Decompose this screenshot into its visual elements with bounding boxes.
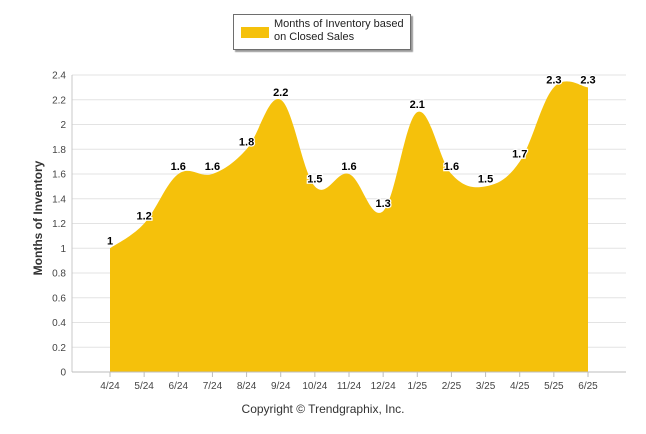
x-tick-label: 6/24 [169,381,189,392]
data-label: 1.8 [239,136,254,148]
data-label: 1.5 [478,173,493,185]
x-tick-label: 9/24 [271,381,291,392]
y-tick-label: 1 [60,244,66,255]
y-tick-label: 0 [60,368,66,379]
data-label: 2.1 [410,99,425,111]
x-tick-label: 4/24 [100,381,120,392]
y-tick-label: 1.6 [52,170,66,181]
y-tick-label: 2.2 [52,95,66,106]
y-tick-label: 2 [60,120,66,131]
legend-label: Months of Inventory based on Closed Sale… [274,18,404,43]
x-tick-label: 5/24 [134,381,154,392]
series-area [110,81,588,372]
data-label: 1.2 [136,211,151,223]
data-label: 1.5 [307,173,322,185]
y-tick-label: 2.4 [52,71,66,82]
data-label: 2.3 [580,74,595,86]
y-tick-label: 0.6 [52,293,66,304]
data-label: 1 [107,235,113,247]
x-tick-label: 2/25 [442,381,462,392]
data-label: 2.3 [546,74,561,86]
x-tick-label: 8/24 [237,381,257,392]
data-label: 1.6 [171,161,186,173]
copyright-text: Copyright © Trendgraphix, Inc. [241,402,405,416]
data-label: 1.6 [341,161,356,173]
y-tick-label: 0.2 [52,343,66,354]
data-label: 2.2 [273,87,288,99]
y-axis-title: Months of Inventory [31,160,45,275]
x-tick-label: 12/24 [371,381,396,392]
legend-swatch [241,27,269,38]
x-axis: 4/24 5/24 6/24 7/24 8/24 9/24 10/24 11/24 12/24 1… [72,371,626,392]
data-labels: 1 1.2 1.6 1.6 1.8 2.2 1.5 1.6 1.3 2.1 1.6 1.5 1.7 2.3… [106,73,597,248]
y-axis-ticks: 0 0.2 0.4 0.6 0.8 1 1.2 1.4 1.6 1.8 2 2.2 2.4 [52,71,66,379]
x-tick-label: 11/24 [337,381,362,392]
x-tick-label: 7/24 [203,381,223,392]
data-label: 1.6 [205,161,220,173]
x-tick-label: 1/25 [408,381,428,392]
x-tick-label: 10/24 [302,381,327,392]
data-label: 1.6 [444,161,459,173]
y-tick-label: 0.4 [52,318,66,329]
y-tick-label: 1.4 [52,194,66,205]
y-tick-label: 1.8 [52,145,66,156]
y-tick-label: 1.2 [52,219,66,230]
x-tick-label: 4/25 [510,381,530,392]
x-tick-label: 5/25 [544,381,564,392]
x-tick-label: 3/25 [476,381,496,392]
x-tick-label: 6/25 [578,381,598,392]
legend: Months of Inventory based on Closed Sale… [233,14,411,50]
data-label: 1.7 [512,149,527,161]
data-label: 1.3 [375,198,390,210]
y-tick-label: 0.8 [52,269,66,280]
